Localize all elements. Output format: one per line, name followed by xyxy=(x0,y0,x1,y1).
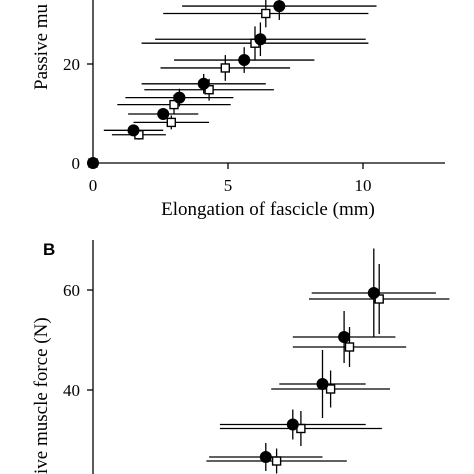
panel-a: 0 5 10 0 20 Elongation of fascicle (mm) … xyxy=(31,0,445,220)
data-point-circle-0-2 xyxy=(157,107,170,120)
data-point-circle-0-7 xyxy=(273,0,286,13)
data-point-square-0-5 xyxy=(220,63,231,73)
data-point-circle-0-0 xyxy=(87,157,99,169)
y-tick-label-a-20: 20 xyxy=(63,55,80,74)
data-point-square-0-7 xyxy=(261,8,271,19)
data-point-circle-0-1 xyxy=(127,124,140,137)
x-tick-label-a-10: 10 xyxy=(355,176,372,195)
panel-label-b: B xyxy=(43,240,55,259)
data-point-square-0-3 xyxy=(169,99,179,110)
data-point-circle-1-2 xyxy=(316,378,329,390)
y-tick-label-b-40: 40 xyxy=(63,381,80,400)
x-axis-title-a: Elongation of fascicle (mm) xyxy=(161,199,375,220)
data-point-square-1-3 xyxy=(344,342,355,352)
data-point-square-1-0 xyxy=(271,456,282,466)
x-tick-label-a-0: 0 xyxy=(89,176,98,195)
data-point-circle-1-3 xyxy=(338,331,351,343)
plot-area-a xyxy=(87,0,377,169)
data-point-circle-1-1 xyxy=(286,418,299,431)
data-point-circle-0-4 xyxy=(197,77,210,90)
data-point-circle-1-0 xyxy=(259,451,272,463)
data-point-circle-0-5 xyxy=(238,54,251,67)
y-axis-title-a: Passive mu xyxy=(31,3,52,90)
data-point-square-0-2 xyxy=(166,117,177,128)
data-point-circle-0-3 xyxy=(173,91,186,104)
data-point-circle-1-4 xyxy=(367,287,380,299)
y-axis-title-b: ive muscle force (N) xyxy=(31,317,52,474)
plot-area-b xyxy=(206,248,450,474)
y-tick-label-a-0: 0 xyxy=(72,154,81,173)
panel-b: B 40 60 ive muscle force (N) xyxy=(31,240,450,474)
y-tick-label-b-60: 60 xyxy=(63,281,80,300)
data-point-square-1-2 xyxy=(325,384,336,394)
data-point-circle-0-6 xyxy=(254,33,267,46)
x-tick-label-a-5: 5 xyxy=(224,176,233,195)
